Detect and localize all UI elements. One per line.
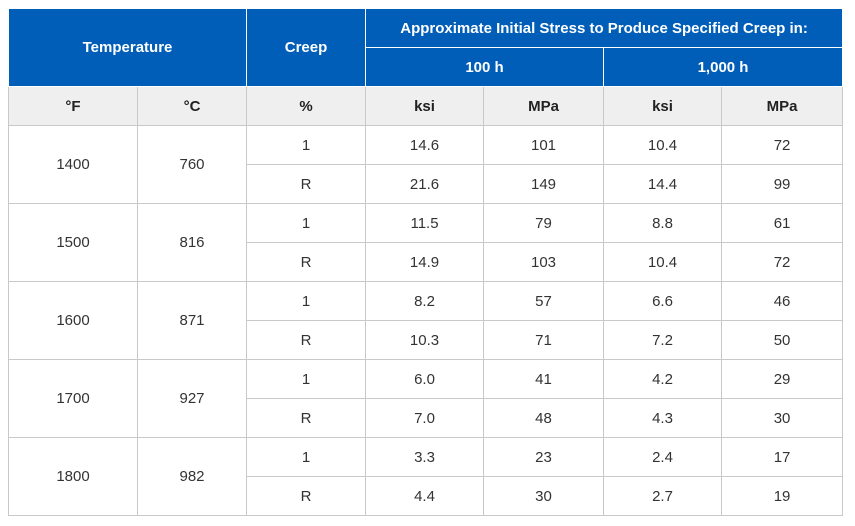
cell-creep: 1 xyxy=(246,203,367,243)
cell-ksi-100: 14.6 xyxy=(365,125,485,165)
cell-mpa-100: 149 xyxy=(483,164,605,204)
table-row: R 7.0 48 4.3 30 xyxy=(9,398,844,438)
cell-creep: 1 xyxy=(246,281,367,321)
cell-creep: 1 xyxy=(246,359,367,399)
cell-creep: R xyxy=(246,398,367,438)
cell-temp-f: 1400 xyxy=(8,125,138,204)
cell-creep: 1 xyxy=(246,437,367,477)
cell-mpa-100: 103 xyxy=(483,242,605,282)
table-row: 1600 871 1 8.2 57 6.6 46 xyxy=(8,281,844,360)
cell-ksi-100: 21.6 xyxy=(365,164,485,204)
header-unit-mpa-100: MPa xyxy=(483,86,605,126)
cell-temp-f: 1600 xyxy=(8,281,138,360)
cell-ksi-100: 7.0 xyxy=(365,398,485,438)
cell-ksi-1000: 10.4 xyxy=(603,242,723,282)
cell-mpa-1000: 99 xyxy=(721,164,844,204)
cell-ksi-1000: 14.4 xyxy=(603,164,723,204)
cell-temp-f: 1800 xyxy=(8,437,138,516)
cell-temp-f: 1500 xyxy=(8,203,138,282)
table-row: 1400 760 1 14.6 101 10.4 72 xyxy=(8,125,844,204)
header-creep: Creep xyxy=(246,8,367,87)
cell-creep: R xyxy=(246,476,367,516)
header-unit-mpa-1000: MPa xyxy=(721,86,844,126)
cell-ksi-1000: 6.6 xyxy=(603,281,723,321)
cell-mpa-100: 48 xyxy=(483,398,605,438)
cell-mpa-1000: 72 xyxy=(721,125,844,165)
table-row: 1700 927 1 6.0 41 4.2 29 xyxy=(8,359,844,438)
cell-ksi-1000: 4.3 xyxy=(603,398,723,438)
cell-mpa-1000: 30 xyxy=(721,398,844,438)
cell-creep: R xyxy=(246,164,367,204)
cell-mpa-1000: 50 xyxy=(721,320,844,360)
cell-mpa-100: 57 xyxy=(483,281,605,321)
cell-temp-c: 927 xyxy=(136,359,248,438)
cell-ksi-100: 14.9 xyxy=(365,242,485,282)
table-row: 1500 816 1 11.5 79 8.8 61 xyxy=(8,203,844,282)
table-header: Temperature Creep Approximate Initial St… xyxy=(7,8,844,126)
table-row: R 21.6 149 14.4 99 xyxy=(9,164,844,204)
cell-mpa-1000: 19 xyxy=(721,476,844,516)
cell-ksi-1000: 8.8 xyxy=(603,203,723,243)
cell-ksi-1000: 7.2 xyxy=(603,320,723,360)
cell-ksi-100: 4.4 xyxy=(365,476,485,516)
cell-mpa-100: 101 xyxy=(483,125,605,165)
cell-temp-c: 760 xyxy=(136,125,248,204)
cell-mpa-100: 23 xyxy=(483,437,605,477)
cell-temp-c: 816 xyxy=(136,203,248,282)
cell-mpa-100: 71 xyxy=(483,320,605,360)
cell-temp-c: 871 xyxy=(136,281,248,360)
cell-creep: R xyxy=(246,242,367,282)
cell-ksi-100: 10.3 xyxy=(365,320,485,360)
cell-ksi-1000: 2.4 xyxy=(603,437,723,477)
header-unit-pct: % xyxy=(246,86,367,126)
cell-ksi-100: 6.0 xyxy=(365,359,485,399)
header-100h: 100 h xyxy=(365,47,605,87)
cell-ksi-1000: 4.2 xyxy=(603,359,723,399)
table-row: 1800 982 1 3.3 23 2.4 17 xyxy=(8,437,844,516)
header-unit-ksi-100: ksi xyxy=(365,86,485,126)
header-unit-ksi-1000: ksi xyxy=(603,86,723,126)
cell-ksi-100: 11.5 xyxy=(365,203,485,243)
cell-mpa-100: 79 xyxy=(483,203,605,243)
cell-ksi-100: 8.2 xyxy=(365,281,485,321)
cell-ksi-1000: 2.7 xyxy=(603,476,723,516)
header-temperature: Temperature xyxy=(7,8,248,87)
cell-mpa-1000: 72 xyxy=(721,242,844,282)
header-1000h: 1,000 h xyxy=(603,47,844,87)
table-row: R 10.3 71 7.2 50 xyxy=(9,320,844,360)
header-unit-c: °C xyxy=(136,86,248,126)
cell-ksi-1000: 10.4 xyxy=(603,125,723,165)
cell-temp-f: 1700 xyxy=(8,359,138,438)
header-unit-f: °F xyxy=(8,86,138,126)
cell-mpa-1000: 29 xyxy=(721,359,844,399)
creep-stress-table: Temperature Creep Approximate Initial St… xyxy=(7,8,844,516)
cell-mpa-100: 30 xyxy=(483,476,605,516)
header-stress-group: Approximate Initial Stress to Produce Sp… xyxy=(365,8,844,48)
cell-mpa-1000: 17 xyxy=(721,437,844,477)
table-body: 1400 760 1 14.6 101 10.4 72 R 21.6 149 1… xyxy=(8,125,844,516)
cell-mpa-1000: 61 xyxy=(721,203,844,243)
cell-mpa-1000: 46 xyxy=(721,281,844,321)
table-row: R 4.4 30 2.7 19 xyxy=(9,476,844,516)
table-row: R 14.9 103 10.4 72 xyxy=(9,242,844,282)
cell-temp-c: 982 xyxy=(136,437,248,516)
cell-creep: 1 xyxy=(246,125,367,165)
cell-mpa-100: 41 xyxy=(483,359,605,399)
cell-creep: R xyxy=(246,320,367,360)
cell-ksi-100: 3.3 xyxy=(365,437,485,477)
